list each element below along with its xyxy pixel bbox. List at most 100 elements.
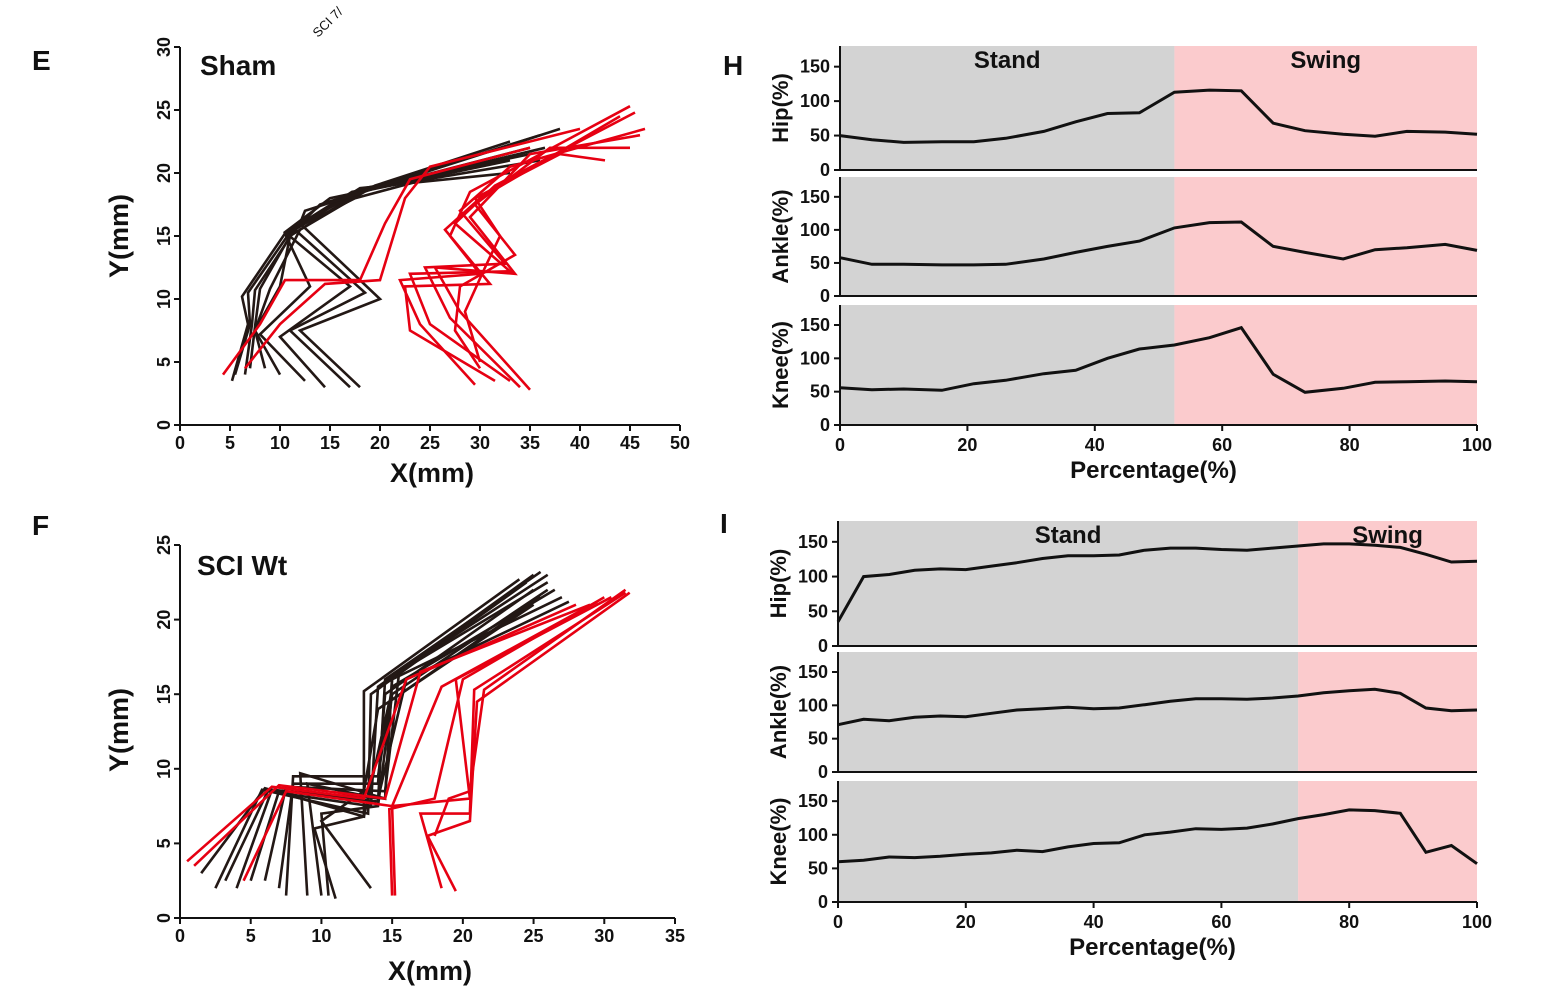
y-tick-label: 50 [810, 382, 830, 402]
joint-angle-label: Hip(%) [766, 549, 791, 619]
chart-title: SCI Wt [197, 550, 287, 581]
y-axis-label: Y(mm) [104, 688, 134, 772]
swing-phase-band [1298, 652, 1477, 772]
y-tick-label: 150 [800, 315, 830, 335]
x-axis-label: X(mm) [390, 458, 474, 488]
joint-angle-series-line [839, 325, 1478, 394]
x-tick-label: 20 [370, 433, 390, 453]
x-tick-label: 5 [225, 433, 235, 453]
y-tick-label: 20 [154, 163, 174, 183]
stick-limb-red-10 [221, 146, 531, 376]
y-tick-label: 150 [798, 532, 828, 552]
x-axis-label: X(mm) [388, 956, 472, 986]
x-tick-label: 60 [1211, 912, 1231, 932]
y-tick-label: 5 [154, 838, 174, 848]
stick-limb-red-14 [408, 111, 636, 382]
stick-limb-black-10 [319, 588, 549, 896]
panel-e-stick-diagram: E Sham 0 5 10 15 20 25 30 35 40 45 50 0 5 10 15 20 25 30 X(m… [32, 37, 690, 488]
y-tick-label: 0 [818, 636, 828, 656]
joint-angle-series-line [836, 542, 1478, 623]
y-tick-label: 100 [798, 567, 828, 587]
x-tick-label: 25 [420, 433, 440, 453]
x-axis-label: Percentage(%) [1070, 457, 1237, 484]
x-tick-label: 30 [470, 433, 490, 453]
y-tick-label: 50 [810, 253, 830, 273]
x-tick-label: 100 [1462, 912, 1492, 932]
panel-letter: H [723, 50, 743, 81]
stick-limb-red-15 [422, 127, 646, 389]
y-tick-label: 50 [808, 729, 828, 749]
stick-limb-black-12 [319, 603, 535, 889]
x-tick-label: 20 [957, 435, 977, 455]
joint-angle-label: Ankle(%) [766, 665, 791, 759]
panel-h-joint-angle-plots: H Stand Swing 0 50 100 150 Hip(%) 0 50 100 150 Ankle… [723, 46, 1492, 484]
joint-angle-series-line [837, 808, 1478, 865]
y-tick-label: 150 [800, 187, 830, 207]
stick-limb-black-11 [312, 596, 542, 899]
y-tick-label: 100 [800, 348, 830, 368]
x-tick-label: 5 [246, 926, 256, 946]
swing-phase-band [1174, 305, 1477, 425]
joint-angle-series-line [839, 88, 1478, 144]
stick-limb-black-6 [258, 152, 521, 382]
swing-phase-band [1298, 781, 1477, 902]
panel-letter: I [720, 508, 728, 539]
panel-letter: F [32, 510, 49, 541]
x-tick-label: 0 [835, 435, 845, 455]
y-tick-label: 100 [800, 91, 830, 111]
stand-phase-label: Stand [974, 47, 1041, 74]
y-tick-label: 0 [820, 160, 830, 180]
y-tick-label: 100 [798, 825, 828, 845]
x-tick-label: 80 [1339, 912, 1359, 932]
x-tick-label: 100 [1462, 435, 1492, 455]
stick-limb-black-5 [263, 581, 549, 881]
x-tick-label: 10 [311, 926, 331, 946]
x-tick-label: 50 [670, 433, 690, 453]
swing-phase-band [1174, 46, 1477, 170]
stick-limb-red-14 [193, 603, 591, 867]
joint-angle-label: Knee(%) [766, 797, 791, 885]
stick-limb-red-17 [453, 146, 630, 370]
stick-limb-red-20 [433, 588, 627, 837]
stance-phase-band [838, 652, 1299, 772]
x-tick-label: 45 [620, 433, 640, 453]
x-axis-label: Percentage(%) [1069, 934, 1236, 961]
x-tick-label: 40 [1084, 912, 1104, 932]
swing-phase-band [1298, 521, 1477, 646]
x-tick-label: 40 [570, 433, 590, 453]
x-tick-label: 30 [594, 926, 614, 946]
y-tick-label: 10 [154, 759, 174, 779]
x-tick-label: 35 [520, 433, 540, 453]
x-tick-label: 20 [453, 926, 473, 946]
stick-limb-red-18 [463, 152, 606, 363]
chart-title: Sham [200, 50, 276, 81]
y-tick-label: 25 [154, 100, 174, 120]
swing-phase-label: Swing [1290, 47, 1361, 74]
stance-phase-band [840, 177, 1175, 296]
y-tick-label: 0 [820, 415, 830, 435]
x-tick-label: 0 [833, 912, 843, 932]
joint-angle-label: Ankle(%) [768, 189, 793, 283]
x-tick-label: 60 [1212, 435, 1232, 455]
joint-angle-label: Hip(%) [768, 73, 793, 143]
stance-phase-band [838, 781, 1299, 902]
stance-phase-band [840, 305, 1175, 425]
y-tick-label: 150 [798, 791, 828, 811]
stance-phase-band [840, 46, 1175, 170]
stick-limb-red-19 [425, 591, 631, 892]
y-tick-label: 0 [818, 892, 828, 912]
panel-letter: E [32, 45, 51, 76]
panel-f-stick-diagram: F SCI Wt 0 5 10 15 20 25 30 35 0 5 10 15 20 25 X(mm) Y(mm… [32, 510, 685, 986]
x-tick-label: 25 [524, 926, 544, 946]
joint-angle-series-line [839, 220, 1478, 267]
x-tick-label: 10 [270, 433, 290, 453]
stick-limb-black-2 [224, 573, 535, 882]
x-tick-label: 0 [175, 433, 185, 453]
x-tick-label: 0 [175, 926, 185, 946]
stand-phase-label: Stand [1035, 522, 1102, 549]
y-tick-label: 15 [154, 684, 174, 704]
panel-i-joint-angle-plots: I Stand Swing050100150Hip(%)050100150Ankle… [720, 508, 1492, 961]
x-tick-label: 40 [1085, 435, 1105, 455]
x-tick-label: 80 [1340, 435, 1360, 455]
